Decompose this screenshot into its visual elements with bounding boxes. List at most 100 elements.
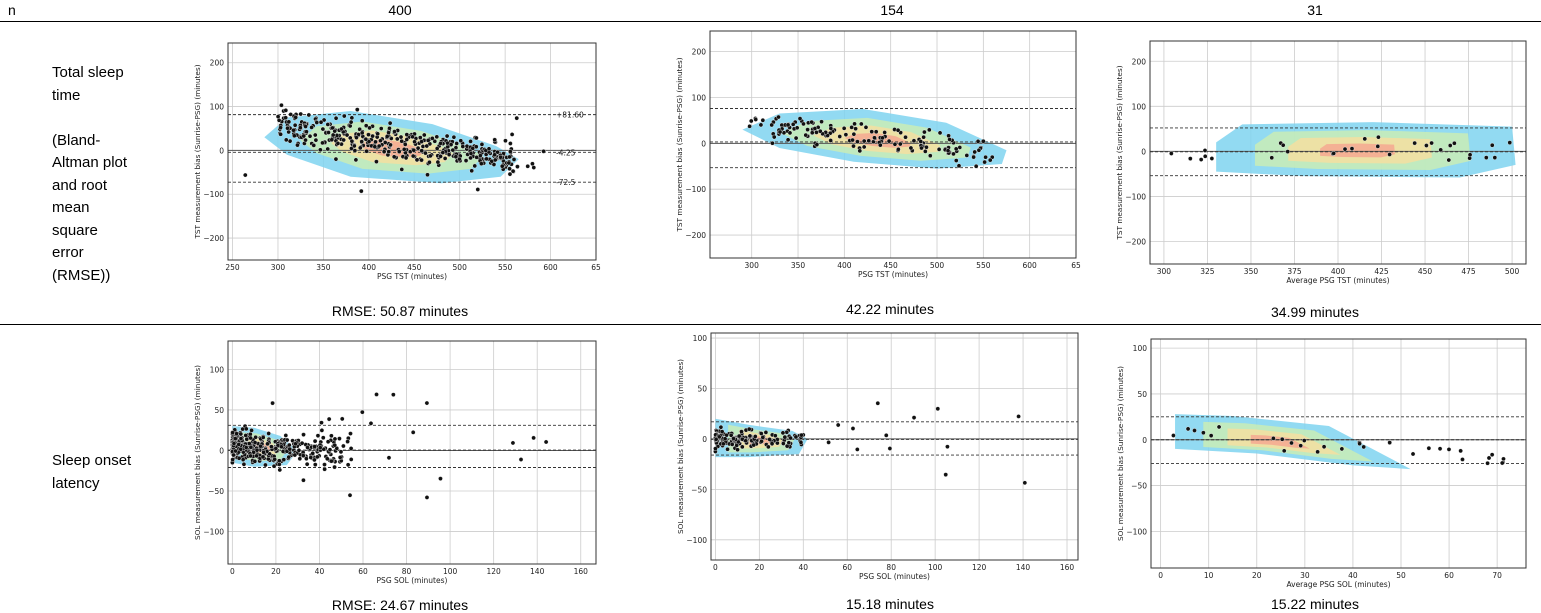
x-tick-label: 400 — [362, 263, 377, 272]
data-point — [269, 444, 274, 449]
row-label-line: (RMSE)) — [52, 266, 111, 284]
data-point — [852, 121, 857, 127]
data-point — [348, 446, 354, 451]
data-point — [866, 138, 872, 144]
data-point — [809, 130, 815, 136]
data-point — [293, 441, 298, 447]
data-point — [322, 462, 327, 467]
data-point — [375, 131, 381, 137]
data-point — [231, 441, 237, 446]
data-point — [438, 476, 443, 481]
y-tick-label: −200 — [203, 234, 224, 243]
data-point — [312, 438, 318, 444]
row-label-line: latency — [52, 474, 100, 492]
data-point — [442, 156, 448, 161]
data-point — [474, 135, 479, 141]
data-point — [428, 153, 433, 159]
data-point — [947, 137, 952, 142]
agreement-label: +81.60 — [556, 111, 584, 120]
data-point — [769, 122, 774, 128]
data-point — [751, 442, 757, 448]
rmse-caption: 15.18 minutes — [846, 596, 934, 612]
data-point — [753, 117, 759, 122]
data-point — [747, 124, 752, 129]
data-point — [364, 148, 369, 154]
x-tick-label: 550 — [498, 263, 513, 272]
y-tick-label: 50 — [697, 384, 707, 393]
x-tick-label: 500 — [1505, 267, 1520, 276]
data-point — [797, 116, 803, 121]
data-point — [921, 134, 926, 140]
data-point — [853, 126, 858, 131]
data-point — [240, 457, 246, 462]
data-point — [417, 135, 423, 140]
data-point — [878, 142, 883, 148]
data-point — [760, 435, 766, 440]
data-point — [882, 130, 887, 135]
data-point — [923, 149, 928, 154]
data-point — [475, 187, 481, 192]
data-point — [398, 134, 404, 140]
x-tick-label: 50 — [1396, 571, 1406, 580]
data-point — [410, 430, 416, 435]
data-point — [863, 125, 869, 130]
data-point — [382, 140, 388, 145]
header-count-1: 400 — [388, 2, 412, 18]
x-tick-label: 80 — [402, 567, 412, 576]
row-label-line: time — [52, 86, 81, 104]
data-point — [1507, 140, 1513, 145]
data-point — [506, 160, 512, 166]
data-point — [819, 119, 824, 124]
data-point — [953, 146, 959, 152]
x-tick-label: 160 — [574, 567, 589, 576]
data-point — [432, 138, 438, 144]
data-point — [279, 444, 284, 450]
data-point — [1486, 455, 1492, 461]
tst-bland-altman-chart-2: 300 350 400 450 500 550 600 65 −200 −100 0 100 200 PS… — [675, 30, 1081, 279]
data-point — [349, 138, 355, 144]
data-point — [315, 454, 320, 460]
data-point — [310, 450, 316, 456]
x-tick-label: 550 — [976, 261, 991, 270]
data-point — [241, 461, 247, 467]
y-tick-label: −100 — [1125, 192, 1146, 201]
data-point — [391, 392, 396, 397]
data-point — [1460, 457, 1465, 462]
data-point — [236, 442, 241, 447]
data-point — [451, 134, 457, 140]
data-point — [312, 444, 317, 449]
data-point — [410, 134, 415, 140]
data-point — [304, 129, 309, 134]
x-tick-label: 65 — [1071, 261, 1081, 270]
data-point — [287, 446, 293, 452]
data-point — [450, 147, 456, 153]
data-point — [857, 148, 863, 154]
x-tick-label: 65 — [591, 263, 601, 272]
data-point — [1185, 426, 1191, 432]
data-point — [478, 153, 483, 158]
x-tick-label: 120 — [972, 563, 987, 572]
data-point — [347, 492, 353, 498]
data-point — [736, 433, 742, 439]
data-point — [386, 455, 392, 461]
data-point — [301, 432, 306, 437]
header-divider — [0, 21, 1541, 22]
data-point — [875, 400, 881, 406]
data-point — [318, 147, 323, 153]
data-point — [312, 462, 318, 467]
x-tick-label: 70 — [1492, 571, 1502, 580]
data-point — [304, 456, 309, 461]
agreement-label: -4.25 — [556, 148, 576, 157]
data-point — [805, 127, 810, 132]
data-point — [1375, 144, 1381, 149]
data-point — [457, 156, 462, 162]
data-point — [332, 436, 338, 442]
data-point — [278, 125, 283, 130]
data-point — [248, 431, 253, 437]
data-point — [770, 140, 775, 146]
data-point — [777, 129, 783, 135]
data-point — [425, 138, 431, 143]
data-point — [1285, 149, 1291, 154]
data-point — [518, 457, 524, 462]
data-point — [271, 463, 277, 469]
